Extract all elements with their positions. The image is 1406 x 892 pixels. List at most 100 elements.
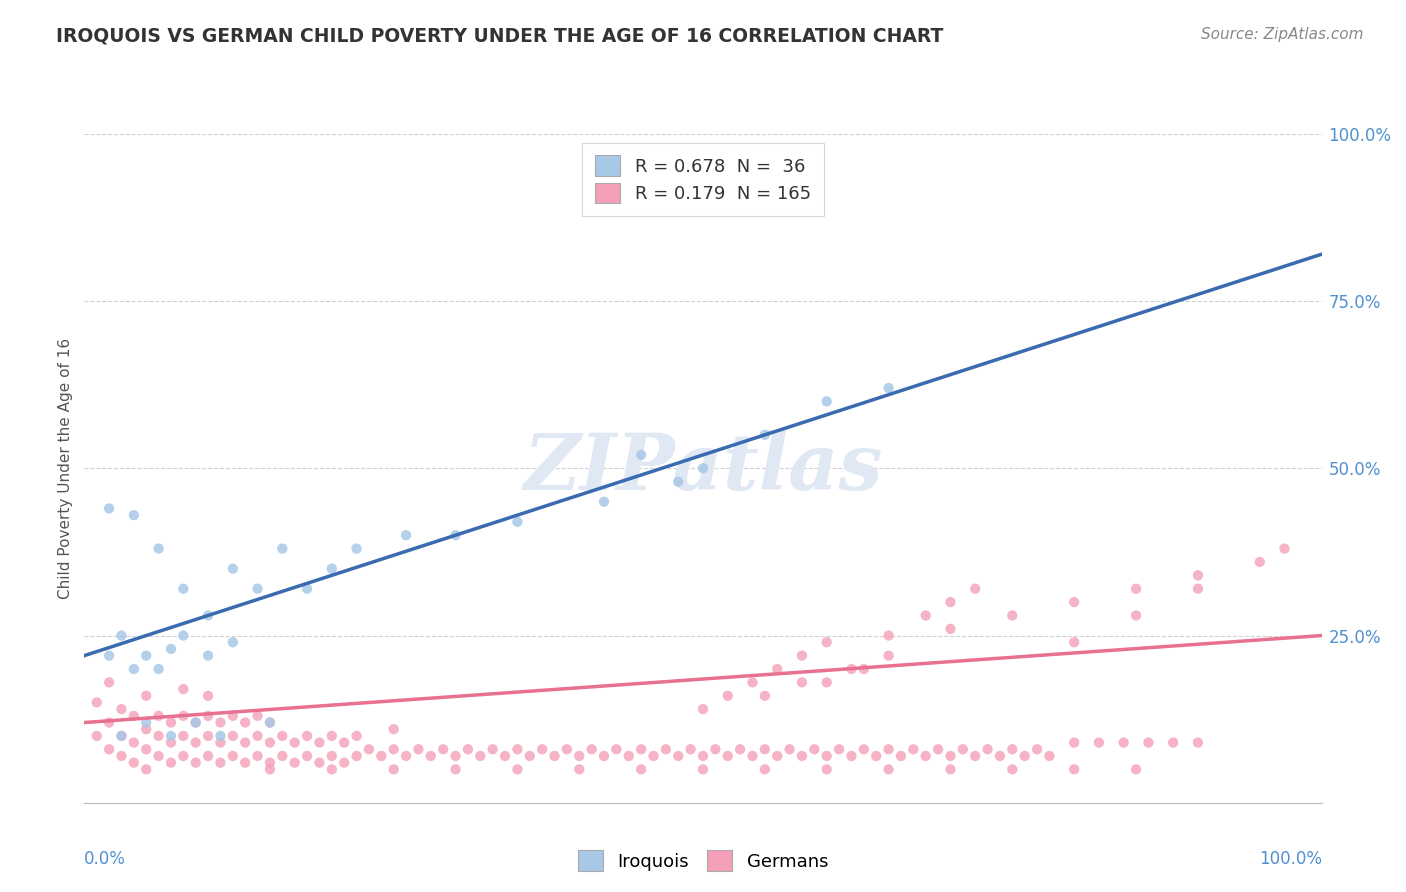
Point xyxy=(172,708,194,723)
Point xyxy=(172,729,194,743)
Point xyxy=(122,662,145,676)
Text: 100.0%: 100.0% xyxy=(1258,849,1322,868)
Point xyxy=(914,608,936,623)
Point xyxy=(828,742,851,756)
Point xyxy=(531,742,554,756)
Point xyxy=(1001,608,1024,623)
Point xyxy=(444,762,467,776)
Point xyxy=(333,735,356,749)
Point xyxy=(1125,762,1147,776)
Point xyxy=(790,648,813,663)
Point xyxy=(233,735,256,749)
Point xyxy=(295,582,318,596)
Y-axis label: Child Poverty Under the Age of 16: Child Poverty Under the Age of 16 xyxy=(58,338,73,599)
Point xyxy=(630,742,652,756)
Point xyxy=(357,742,380,756)
Point xyxy=(643,749,665,764)
Point xyxy=(321,562,343,576)
Point xyxy=(148,708,170,723)
Point xyxy=(593,494,616,508)
Point xyxy=(939,749,962,764)
Point xyxy=(494,749,516,764)
Point xyxy=(803,742,825,756)
Point xyxy=(1063,735,1085,749)
Point xyxy=(470,749,492,764)
Point xyxy=(122,708,145,723)
Point xyxy=(717,689,740,703)
Point xyxy=(692,702,714,716)
Point xyxy=(321,749,343,764)
Point xyxy=(395,749,418,764)
Point xyxy=(259,756,281,770)
Point xyxy=(222,729,245,743)
Point xyxy=(852,742,875,756)
Point xyxy=(321,762,343,776)
Point xyxy=(593,749,616,764)
Text: IROQUOIS VS GERMAN CHILD POVERTY UNDER THE AGE OF 16 CORRELATION CHART: IROQUOIS VS GERMAN CHILD POVERTY UNDER T… xyxy=(56,27,943,45)
Point xyxy=(284,735,307,749)
Point xyxy=(408,742,430,756)
Point xyxy=(209,756,232,770)
Point xyxy=(432,742,454,756)
Point xyxy=(346,541,368,556)
Point xyxy=(259,735,281,749)
Point xyxy=(246,729,269,743)
Point xyxy=(135,689,157,703)
Point xyxy=(877,742,900,756)
Point xyxy=(852,662,875,676)
Point xyxy=(321,729,343,743)
Point xyxy=(717,749,740,764)
Point xyxy=(222,635,245,649)
Point xyxy=(172,749,194,764)
Point xyxy=(160,642,183,657)
Point xyxy=(704,742,727,756)
Point xyxy=(939,762,962,776)
Point xyxy=(630,448,652,462)
Point xyxy=(506,762,529,776)
Point xyxy=(1187,735,1209,749)
Point xyxy=(457,742,479,756)
Point xyxy=(346,749,368,764)
Point xyxy=(259,715,281,730)
Point xyxy=(815,749,838,764)
Point xyxy=(815,762,838,776)
Point xyxy=(197,708,219,723)
Point xyxy=(172,628,194,642)
Point xyxy=(295,729,318,743)
Point xyxy=(308,756,330,770)
Point xyxy=(728,742,751,756)
Point xyxy=(976,742,998,756)
Point xyxy=(419,749,441,764)
Point xyxy=(1125,608,1147,623)
Point xyxy=(1187,582,1209,596)
Point xyxy=(98,501,121,516)
Point xyxy=(246,708,269,723)
Point xyxy=(1088,735,1111,749)
Point xyxy=(1014,749,1036,764)
Point xyxy=(222,749,245,764)
Point xyxy=(110,729,132,743)
Point xyxy=(233,715,256,730)
Point xyxy=(259,715,281,730)
Point xyxy=(877,381,900,395)
Point xyxy=(271,729,294,743)
Point xyxy=(877,628,900,642)
Point xyxy=(1063,595,1085,609)
Point xyxy=(209,735,232,749)
Point xyxy=(581,742,603,756)
Point xyxy=(988,749,1011,764)
Point xyxy=(444,528,467,542)
Point xyxy=(122,735,145,749)
Point xyxy=(382,723,405,737)
Point xyxy=(568,749,591,764)
Point xyxy=(295,749,318,764)
Point xyxy=(172,681,194,696)
Point xyxy=(148,749,170,764)
Point xyxy=(135,762,157,776)
Text: 0.0%: 0.0% xyxy=(84,849,127,868)
Point xyxy=(927,742,949,756)
Point xyxy=(965,749,987,764)
Point xyxy=(135,648,157,663)
Point xyxy=(692,762,714,776)
Point xyxy=(135,742,157,756)
